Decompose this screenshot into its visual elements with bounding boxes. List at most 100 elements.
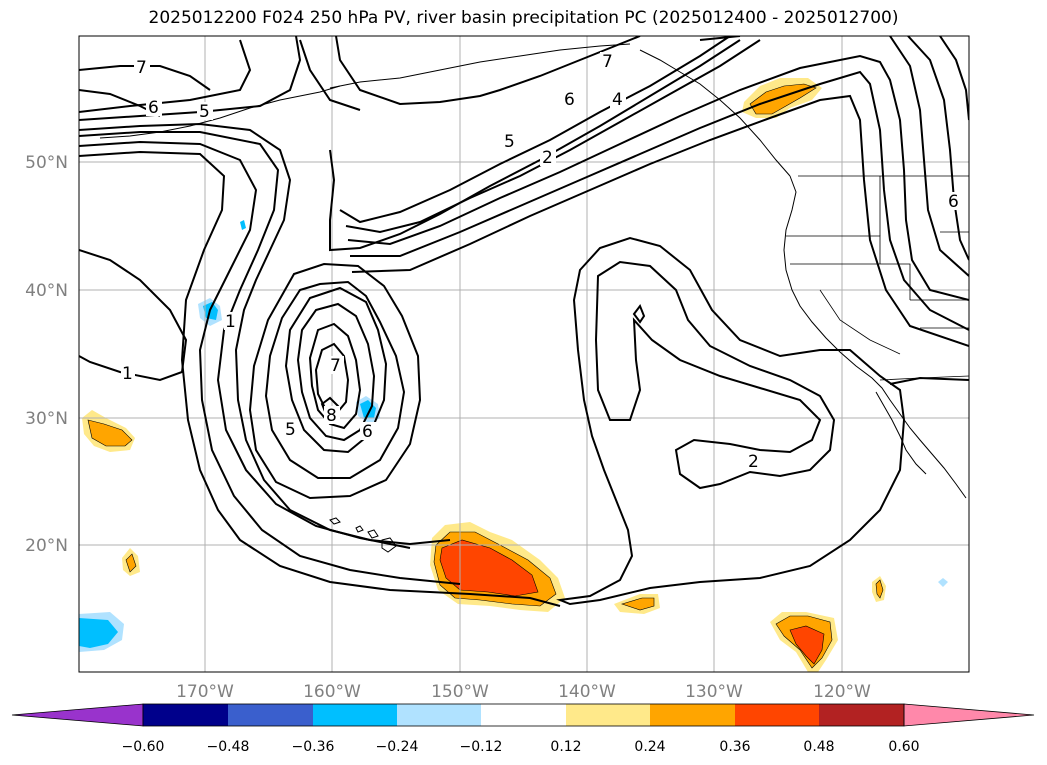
contour-label: 5 bbox=[199, 102, 210, 122]
contour-east-3 bbox=[889, 36, 969, 277]
contour-labels: 7 6 5 7 6 4 5 2 1 1 7 bbox=[121, 52, 962, 472]
contour-label: 7 bbox=[330, 356, 341, 376]
coast-alaska-panhandle bbox=[639, 49, 791, 177]
colorbar-tick-label: 0.60 bbox=[888, 739, 919, 755]
colorbar-tick-label: −0.60 bbox=[122, 739, 165, 755]
colorbar-tick-label: 0.24 bbox=[634, 739, 665, 755]
contour-cutoff-3 bbox=[308, 322, 362, 430]
latitude-axis: 50°N 40°N 30°N 20°N bbox=[25, 153, 68, 556]
coast-baja bbox=[875, 391, 927, 475]
shade-blue-sw bbox=[79, 618, 118, 648]
contour-label: 8 bbox=[326, 406, 337, 426]
lon-label: 120°W bbox=[813, 682, 871, 702]
lat-label: 20°N bbox=[25, 536, 68, 556]
colorbar-cell bbox=[481, 704, 566, 726]
lat-label: 50°N bbox=[25, 153, 68, 173]
contour-label: 6 bbox=[362, 422, 373, 442]
colorbar-cell bbox=[143, 704, 228, 726]
map-panel[interactable]: 7 6 5 7 6 4 5 2 1 1 7 bbox=[78, 35, 970, 673]
contour-label: 6 bbox=[948, 192, 959, 212]
coast-aleutians bbox=[99, 85, 341, 139]
lat-label: 40°N bbox=[25, 281, 68, 301]
contour-east-4 bbox=[889, 376, 969, 385]
shade-red-central bbox=[439, 539, 539, 597]
map-title: 2025012200 F024 250 hPa PV, river basin … bbox=[148, 8, 899, 28]
border-states-2 bbox=[790, 263, 911, 300]
shade-orange-west18 bbox=[125, 553, 137, 573]
colorbar-cell bbox=[566, 704, 650, 726]
contour-2-loop bbox=[556, 236, 906, 606]
pv-contours bbox=[79, 36, 969, 607]
shade-orange-west30 bbox=[87, 419, 133, 447]
contour-top-3 bbox=[79, 39, 252, 113]
contour-label: 4 bbox=[612, 90, 623, 110]
contour-jet-6 bbox=[351, 94, 969, 347]
shade-orange-17n-117w bbox=[875, 579, 884, 599]
coastlines bbox=[99, 43, 967, 553]
coast-us-west bbox=[783, 175, 967, 499]
map-frame bbox=[78, 35, 970, 673]
colorbar-tick-label: −0.48 bbox=[207, 739, 250, 755]
colorbar-frame bbox=[142, 703, 905, 727]
colorbar-tick-label: 0.36 bbox=[719, 739, 750, 755]
colorbar: −0.60 −0.48 −0.36 −0.24 −0.12 0.12 0.24 … bbox=[11, 703, 1035, 755]
coast-alaska-south bbox=[329, 43, 631, 89]
contour-cutoff-outer-2 bbox=[248, 262, 422, 500]
contour-label: 7 bbox=[136, 58, 147, 78]
contour-jet-5 bbox=[350, 70, 969, 331]
lat-label: 30°N bbox=[25, 409, 68, 429]
contour-label: 6 bbox=[564, 90, 575, 110]
lon-label: 140°W bbox=[558, 682, 616, 702]
colorbar-tick-label: −0.24 bbox=[376, 739, 419, 755]
shade-red-se bbox=[789, 625, 825, 665]
contour-label: 7 bbox=[602, 52, 613, 72]
contour-top-1 bbox=[79, 65, 211, 91]
coast-hawaii-4 bbox=[329, 517, 341, 525]
lon-label: 130°W bbox=[685, 682, 743, 702]
contour-label: 6 bbox=[148, 98, 159, 118]
colorbar-tick-label: 0.48 bbox=[803, 739, 834, 755]
political-borders bbox=[786, 175, 969, 381]
colorbar-cell bbox=[650, 704, 735, 726]
colorbar-tick-label: −0.36 bbox=[292, 739, 335, 755]
contour-jet-4 bbox=[347, 54, 969, 301]
contour-label: 5 bbox=[504, 132, 515, 152]
colorbar-cell bbox=[819, 704, 904, 726]
colorbar-cell bbox=[228, 704, 313, 726]
shade-orange-16n-136w bbox=[621, 597, 655, 611]
colorbar-cell bbox=[313, 704, 397, 726]
contour-label: 1 bbox=[122, 364, 133, 384]
contour-top-7 bbox=[79, 140, 461, 585]
coast-hawaii-3 bbox=[381, 537, 397, 553]
colorbar-cell bbox=[397, 704, 481, 726]
contour-top-6 bbox=[79, 131, 411, 549]
colorbar-tick-label: 0.12 bbox=[550, 739, 581, 755]
contour-jet-2 bbox=[339, 36, 731, 224]
colorbar-extend-high bbox=[903, 703, 1035, 727]
contour-small-38n bbox=[632, 303, 646, 324]
contour-cutoff-outer-1 bbox=[264, 280, 406, 479]
lon-label: 160°W bbox=[303, 682, 361, 702]
graticule bbox=[79, 36, 969, 672]
colorbar-cell bbox=[735, 704, 819, 726]
coast-hawaii-1 bbox=[355, 525, 364, 533]
contour-west-1 bbox=[79, 249, 188, 382]
shade-blue-45n bbox=[240, 220, 246, 230]
border-states-1 bbox=[786, 235, 881, 264]
contour-top-8 bbox=[79, 150, 561, 607]
contour-jet-1 bbox=[329, 39, 741, 252]
contour-cutoff-1 bbox=[284, 286, 388, 454]
shade-blue-17n-113w bbox=[938, 578, 948, 587]
contour-east-2 bbox=[907, 36, 969, 261]
contour-north-mid bbox=[335, 36, 641, 106]
contour-label: 2 bbox=[542, 148, 553, 168]
contour-label: 5 bbox=[285, 420, 296, 440]
contour-jet-7 bbox=[699, 36, 741, 41]
contour-east-1 bbox=[939, 36, 969, 121]
lon-label: 170°W bbox=[176, 682, 234, 702]
longitude-axis: 170°W 160°W 150°W 140°W 130°W 120°W bbox=[176, 682, 871, 702]
contour-west-2 bbox=[299, 39, 361, 111]
coast-hawaii-2 bbox=[367, 529, 379, 539]
colorbar-extend-low bbox=[11, 703, 144, 727]
